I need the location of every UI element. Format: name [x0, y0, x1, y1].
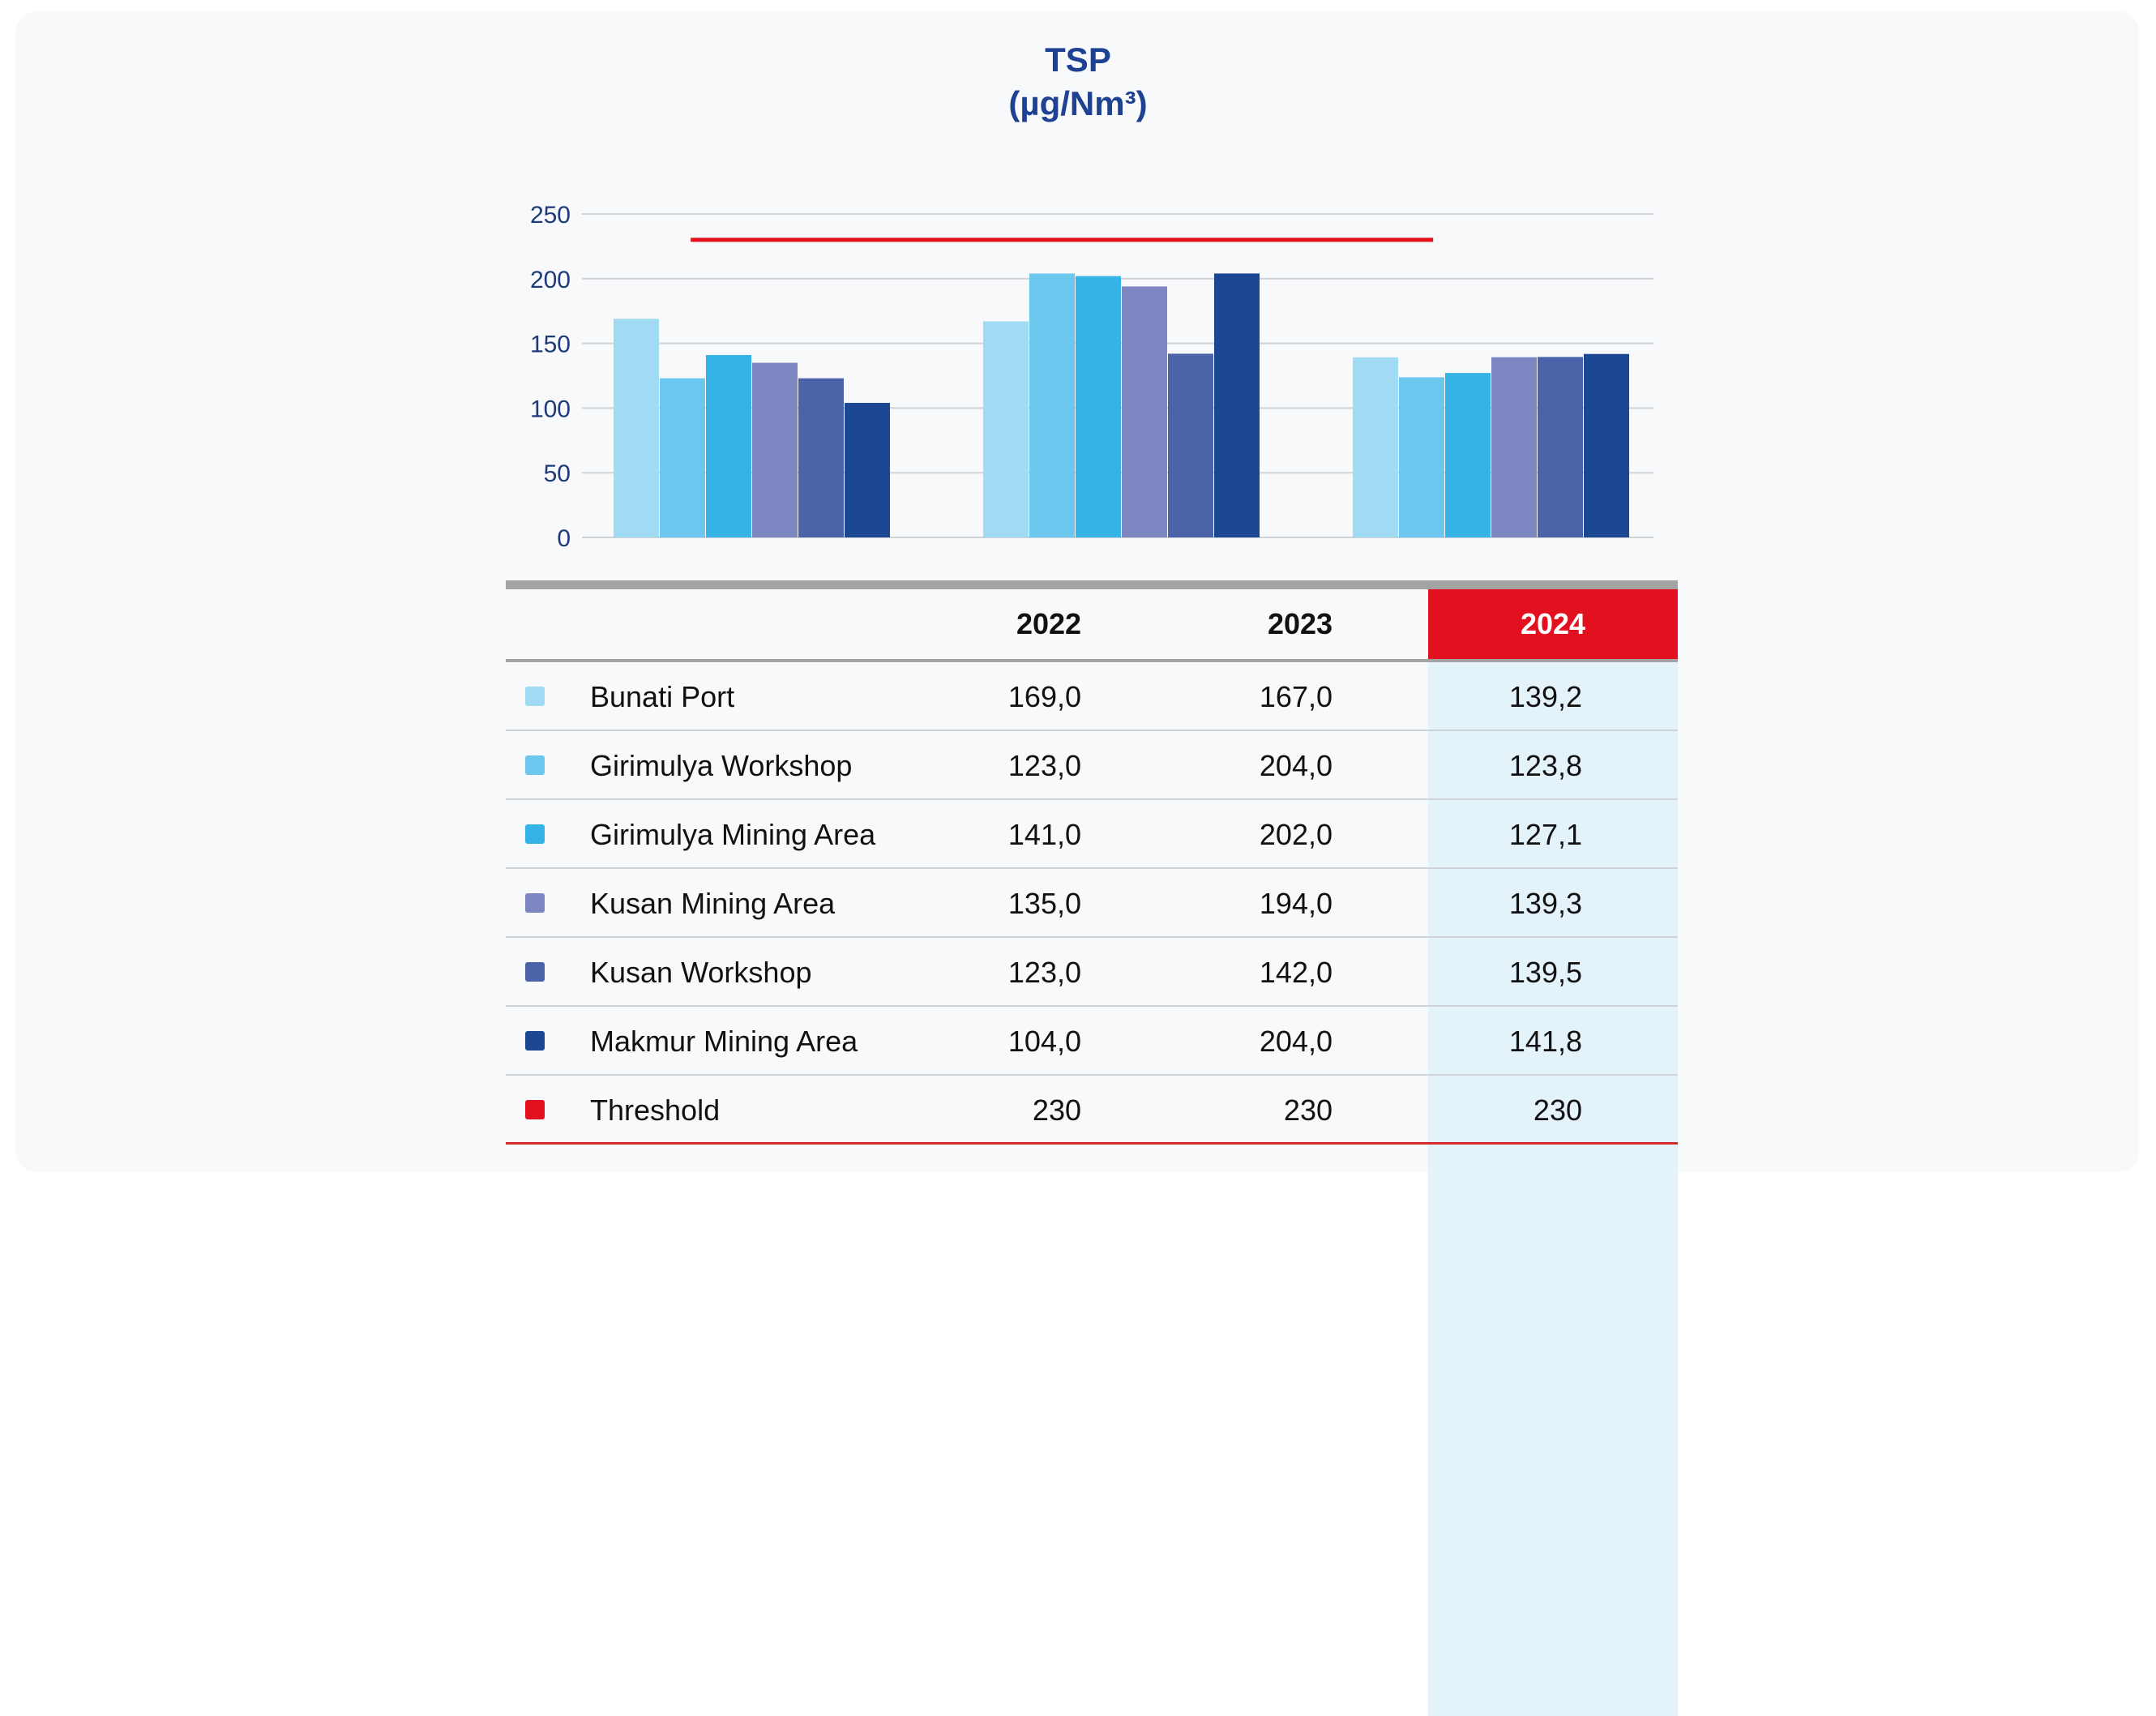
bar — [1029, 273, 1075, 537]
value-2024: 139,2 — [1508, 680, 1582, 713]
row-divider — [506, 730, 1678, 731]
row-label: Kusan Mining Area — [590, 887, 836, 920]
bar — [706, 354, 751, 537]
value-2023: 167,0 — [1259, 680, 1333, 713]
row-divider — [506, 1142, 1678, 1145]
header-2022: 2022 — [1016, 607, 1082, 640]
legend-swatch — [525, 755, 545, 775]
row-label: Girimulya Mining Area — [590, 818, 876, 851]
row-divider — [506, 936, 1678, 938]
value-2023: 194,0 — [1259, 887, 1333, 920]
row-label: Girimulya Workshop — [590, 749, 853, 782]
table-row: Bunati Port 169,0 167,0 139,2 — [506, 662, 1678, 731]
value-2022: 135,0 — [1007, 887, 1081, 920]
bar — [752, 362, 798, 537]
row-label: Bunati Port — [590, 680, 735, 713]
value-2023: 204,0 — [1259, 1025, 1333, 1058]
y-tick-label: 200 — [530, 267, 571, 293]
legend-swatch — [525, 893, 545, 913]
bar — [1399, 377, 1444, 537]
table-row: Makmur Mining Area 104,0 204,0 141,8 — [506, 1007, 1678, 1076]
value-2024: 139,5 — [1508, 956, 1582, 989]
y-tick-label: 0 — [557, 525, 571, 551]
chart-unit: (µg/Nm³) — [1008, 84, 1148, 122]
bar — [1122, 286, 1167, 537]
y-tick-label: 250 — [530, 202, 571, 229]
value-2024: 139,3 — [1508, 887, 1582, 920]
value-2022: 169,0 — [1007, 680, 1081, 713]
value-2023: 202,0 — [1259, 818, 1333, 851]
value-2022: 230 — [1032, 1093, 1081, 1127]
bar — [798, 378, 844, 537]
y-tick-label: 100 — [530, 396, 571, 422]
chart-title: TSP — [1045, 41, 1111, 79]
row-label: Threshold — [590, 1093, 721, 1127]
value-2024: 123,8 — [1508, 749, 1582, 782]
value-2022: 123,0 — [1007, 749, 1081, 782]
bar — [1076, 276, 1121, 537]
legend-swatch — [525, 687, 545, 706]
bar — [1491, 357, 1537, 537]
legend-swatch — [525, 962, 545, 982]
value-2024: 127,1 — [1508, 818, 1582, 851]
table-row-threshold: Threshold 230 230 230 — [506, 1076, 1678, 1145]
value-2022: 123,0 — [1007, 956, 1081, 989]
row-divider — [506, 1074, 1678, 1076]
bar — [614, 319, 659, 537]
chart-card — [15, 11, 2139, 1172]
row-label: Kusan Workshop — [590, 956, 812, 989]
row-divider — [506, 1005, 1678, 1007]
value-2022: 141,0 — [1007, 818, 1081, 851]
value-2024: 230 — [1533, 1093, 1582, 1127]
legend-swatch — [525, 824, 545, 844]
value-2023: 204,0 — [1259, 749, 1333, 782]
row-label: Makmur Mining Area — [590, 1025, 858, 1058]
bar — [1584, 353, 1629, 537]
row-divider — [506, 798, 1678, 800]
table-row: Girimulya Workshop 123,0 204,0 123,8 — [506, 731, 1678, 800]
bar-chart: 0 50 100 150 200 250 — [530, 202, 1653, 551]
table-row: Kusan Mining Area 135,0 194,0 139,3 — [506, 869, 1678, 938]
y-tick-label: 150 — [530, 332, 571, 358]
bar — [1353, 357, 1398, 537]
header-2024: 2024 — [1520, 607, 1586, 640]
bar — [1214, 273, 1260, 537]
y-tick-label: 50 — [544, 460, 571, 487]
bar — [983, 321, 1029, 537]
legend-swatch — [525, 1031, 545, 1051]
header-rule — [506, 659, 1678, 662]
table-row: Girimulya Mining Area 141,0 202,0 127,1 — [506, 800, 1678, 869]
row-divider — [506, 867, 1678, 869]
value-2022: 104,0 — [1007, 1025, 1081, 1058]
bar — [1445, 373, 1491, 537]
value-2024: 141,8 — [1508, 1025, 1582, 1058]
bar — [845, 403, 890, 537]
bar — [660, 378, 705, 537]
legend-swatch — [525, 1100, 545, 1119]
value-2023: 142,0 — [1259, 956, 1333, 989]
table-top-rule — [506, 580, 1678, 589]
table-row: Kusan Workshop 123,0 142,0 139,5 — [506, 938, 1678, 1007]
bar — [1168, 353, 1213, 537]
value-2023: 230 — [1283, 1093, 1333, 1127]
header-2024-highlight — [1428, 589, 1678, 659]
bar — [1538, 357, 1583, 537]
header-2023: 2023 — [1267, 607, 1333, 640]
